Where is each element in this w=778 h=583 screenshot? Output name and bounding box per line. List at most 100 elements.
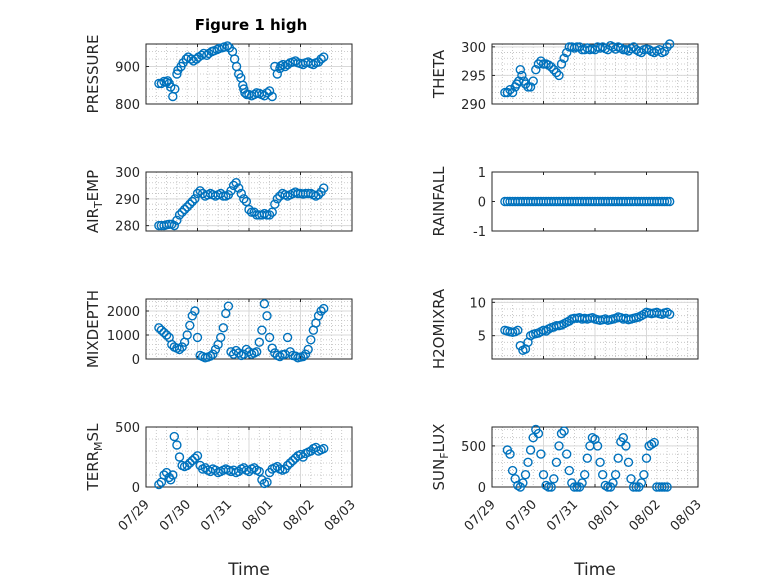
data-point: [559, 53, 569, 63]
y-tick-label: 5: [478, 330, 486, 345]
data-point: [262, 311, 272, 321]
data-point: [288, 455, 298, 466]
x-tick-label: 07/29: [116, 497, 153, 534]
y-tick-label: 1: [478, 166, 486, 181]
data-point: [319, 443, 329, 454]
data-point: [525, 445, 536, 455]
y-tick-label: -1: [473, 225, 486, 240]
data-point: [185, 199, 195, 209]
data-point: [241, 344, 252, 355]
data-point: [290, 56, 301, 66]
ylabel: RAINFALL: [430, 166, 448, 237]
data-point: [533, 428, 544, 439]
data-point: [556, 59, 567, 69]
data-point: [608, 478, 618, 488]
data-point: [569, 482, 580, 492]
x-tick-label: 07/29: [462, 497, 499, 534]
data-point: [252, 347, 262, 357]
data-point: [592, 441, 603, 451]
data-point: [308, 59, 319, 70]
y-tick-label: 10: [469, 296, 486, 311]
data-series: [154, 431, 329, 490]
data-point: [275, 351, 285, 362]
data-point: [254, 466, 264, 477]
data-point: [513, 325, 523, 335]
data-point: [267, 343, 277, 353]
data-point: [541, 480, 551, 491]
x-tick-label: 08/03: [322, 497, 359, 534]
data-point: [192, 451, 203, 461]
data-series: [502, 424, 672, 492]
data-point: [156, 325, 167, 335]
data-point: [185, 320, 195, 331]
data-point: [285, 458, 295, 468]
data-point: [190, 453, 200, 463]
data-point: [543, 482, 554, 492]
data-point: [164, 219, 174, 230]
x-tick-label: 07/31: [544, 497, 581, 534]
subplot-4: -1 0 1 RAINFALL: [430, 166, 699, 240]
data-point: [525, 82, 536, 92]
data-point: [536, 449, 546, 459]
data-point: [562, 47, 572, 58]
data-point: [528, 76, 538, 86]
data-point: [659, 46, 670, 57]
data-point: [159, 327, 169, 338]
data-point: [520, 79, 531, 89]
data-point: [259, 299, 270, 309]
data-point: [239, 194, 249, 204]
data-point: [662, 196, 672, 207]
data-point: [626, 43, 636, 54]
data-point: [231, 177, 241, 188]
data-point: [174, 452, 185, 462]
y-tick-label: 0: [478, 196, 486, 211]
data-point: [179, 204, 190, 215]
data-point: [536, 56, 546, 66]
data-point: [187, 196, 198, 207]
data-point: [233, 348, 244, 358]
data-point: [577, 478, 587, 488]
y-tick-label: 0: [478, 481, 486, 496]
axes-box: [491, 171, 699, 232]
subplot-5: 0 1000 2000 MIXDEPTH: [84, 290, 353, 368]
data-series: [154, 299, 329, 363]
data-point: [177, 342, 187, 352]
data-point: [665, 196, 675, 207]
data-point: [564, 465, 574, 476]
y-tick-label: 2000: [107, 305, 140, 320]
data-point: [272, 194, 282, 204]
data-point: [169, 431, 180, 442]
data-point: [507, 87, 518, 98]
data-point: [218, 323, 229, 333]
data-point: [236, 188, 247, 199]
data-point: [267, 91, 277, 102]
x-tick-label: 07/30: [157, 497, 194, 534]
data-point: [267, 207, 277, 217]
x-tick-label: 07/30: [503, 497, 540, 534]
data-point: [300, 349, 311, 359]
data-point: [182, 202, 192, 212]
data-point: [531, 64, 541, 75]
y-tick-label: 290: [115, 193, 140, 208]
data-point: [662, 42, 672, 52]
data-point: [170, 84, 180, 94]
data-point: [520, 470, 531, 480]
y-tick-label: 300: [115, 166, 140, 181]
data-point: [623, 457, 634, 467]
data-point: [319, 303, 329, 314]
data-point: [662, 482, 672, 492]
data-point: [165, 475, 176, 485]
data-point: [264, 332, 275, 343]
data-point: [598, 470, 608, 480]
y-tick-label: 290: [461, 98, 486, 113]
data-point: [282, 460, 293, 471]
subplot-grid: 800 900 PRESSURE 290 295 300 THETA 280 290 300 AIR…: [84, 35, 705, 580]
data-point: [161, 330, 172, 340]
data-point: [313, 311, 324, 321]
data-point: [662, 307, 672, 317]
x-tick-label: 08/02: [627, 497, 664, 534]
data-point: [231, 345, 241, 356]
ylabel: PRESSURE: [84, 35, 102, 114]
data-point: [154, 479, 164, 490]
